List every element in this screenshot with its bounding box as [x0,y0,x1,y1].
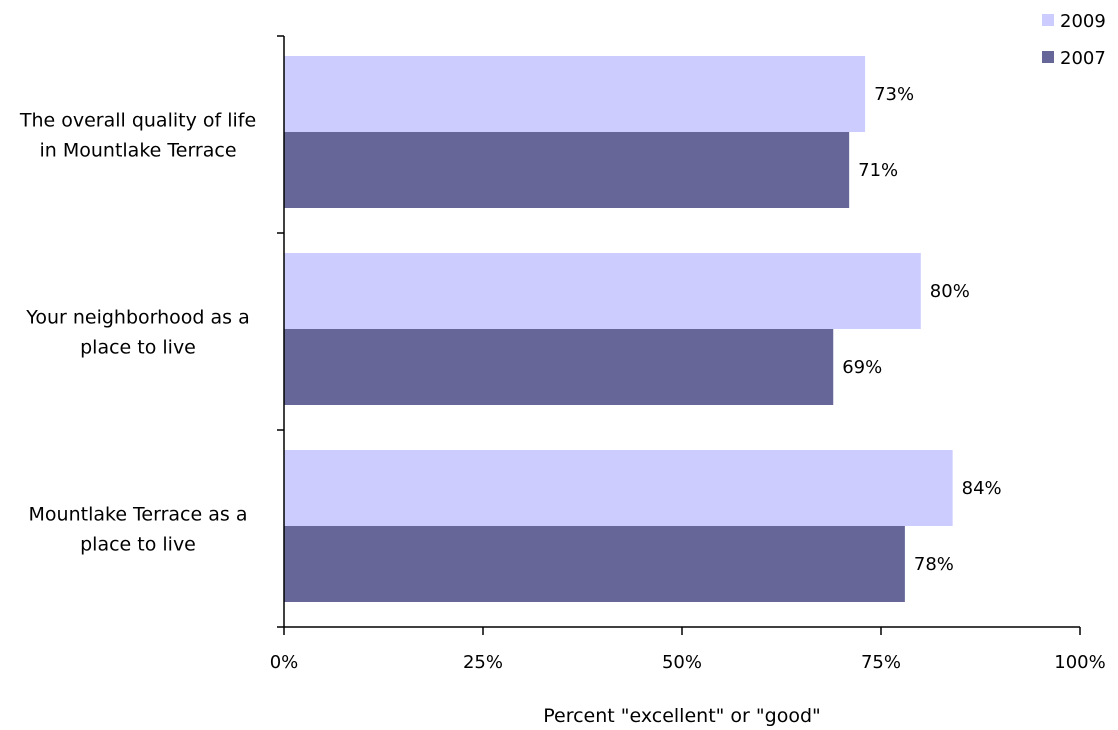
x-axis-title: Percent "excellent" or "good" [543,705,821,727]
x-tick-label: 50% [662,652,702,673]
category-label-3: Mountlake Terrace as a place to live [29,504,248,556]
data-label-2007-3: 78% [914,554,954,575]
bar-2007-1 [284,132,850,208]
data-label-2007-2: 69% [842,357,882,378]
data-label-2009-1: 73% [874,84,914,105]
category-label-1: The overall quality of life in Mountlake … [19,110,256,162]
bar-2009-2 [284,253,921,329]
data-label-2009-3: 84% [962,478,1002,499]
bar-2007-2 [284,329,834,405]
legend-swatch-2009 [1042,14,1054,26]
bars-layer [284,56,953,602]
x-tick-label: 25% [463,652,503,673]
bar-2007-3 [284,526,905,602]
bar-2009-1 [284,56,866,132]
x-tick-label: 100% [1054,652,1105,673]
data-label-2009-2: 80% [930,281,970,302]
x-tick-label: 0% [270,652,299,673]
legend-swatch-2007 [1042,51,1054,63]
bar-2009-3 [284,450,953,526]
category-label-2: Your neighborhood as a place to live [25,307,250,359]
legend-label-2007: 2007 [1060,48,1106,69]
axes-layer [277,35,1081,635]
x-tick-label: 75% [861,652,901,673]
legend-label-2009: 2009 [1060,11,1106,32]
legend: 2009 2007 [1042,11,1106,69]
data-label-2007-1: 71% [858,160,898,181]
labels-layer: 73% 80% 84% 71% 69% 78% 0% 25% 50% 75% 100% The ove… [19,84,1106,673]
